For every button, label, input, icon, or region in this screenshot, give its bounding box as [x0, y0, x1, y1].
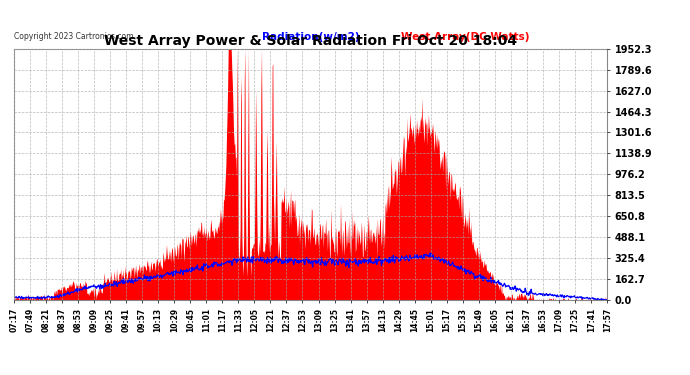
- Text: Radiation(w/m2): Radiation(w/m2): [262, 32, 359, 42]
- Text: Copyright 2023 Cartronics.com: Copyright 2023 Cartronics.com: [14, 32, 133, 41]
- Title: West Array Power & Solar Radiation Fri Oct 20 18:04: West Array Power & Solar Radiation Fri O…: [104, 34, 517, 48]
- Text: West Array(DC Watts): West Array(DC Watts): [400, 32, 529, 42]
